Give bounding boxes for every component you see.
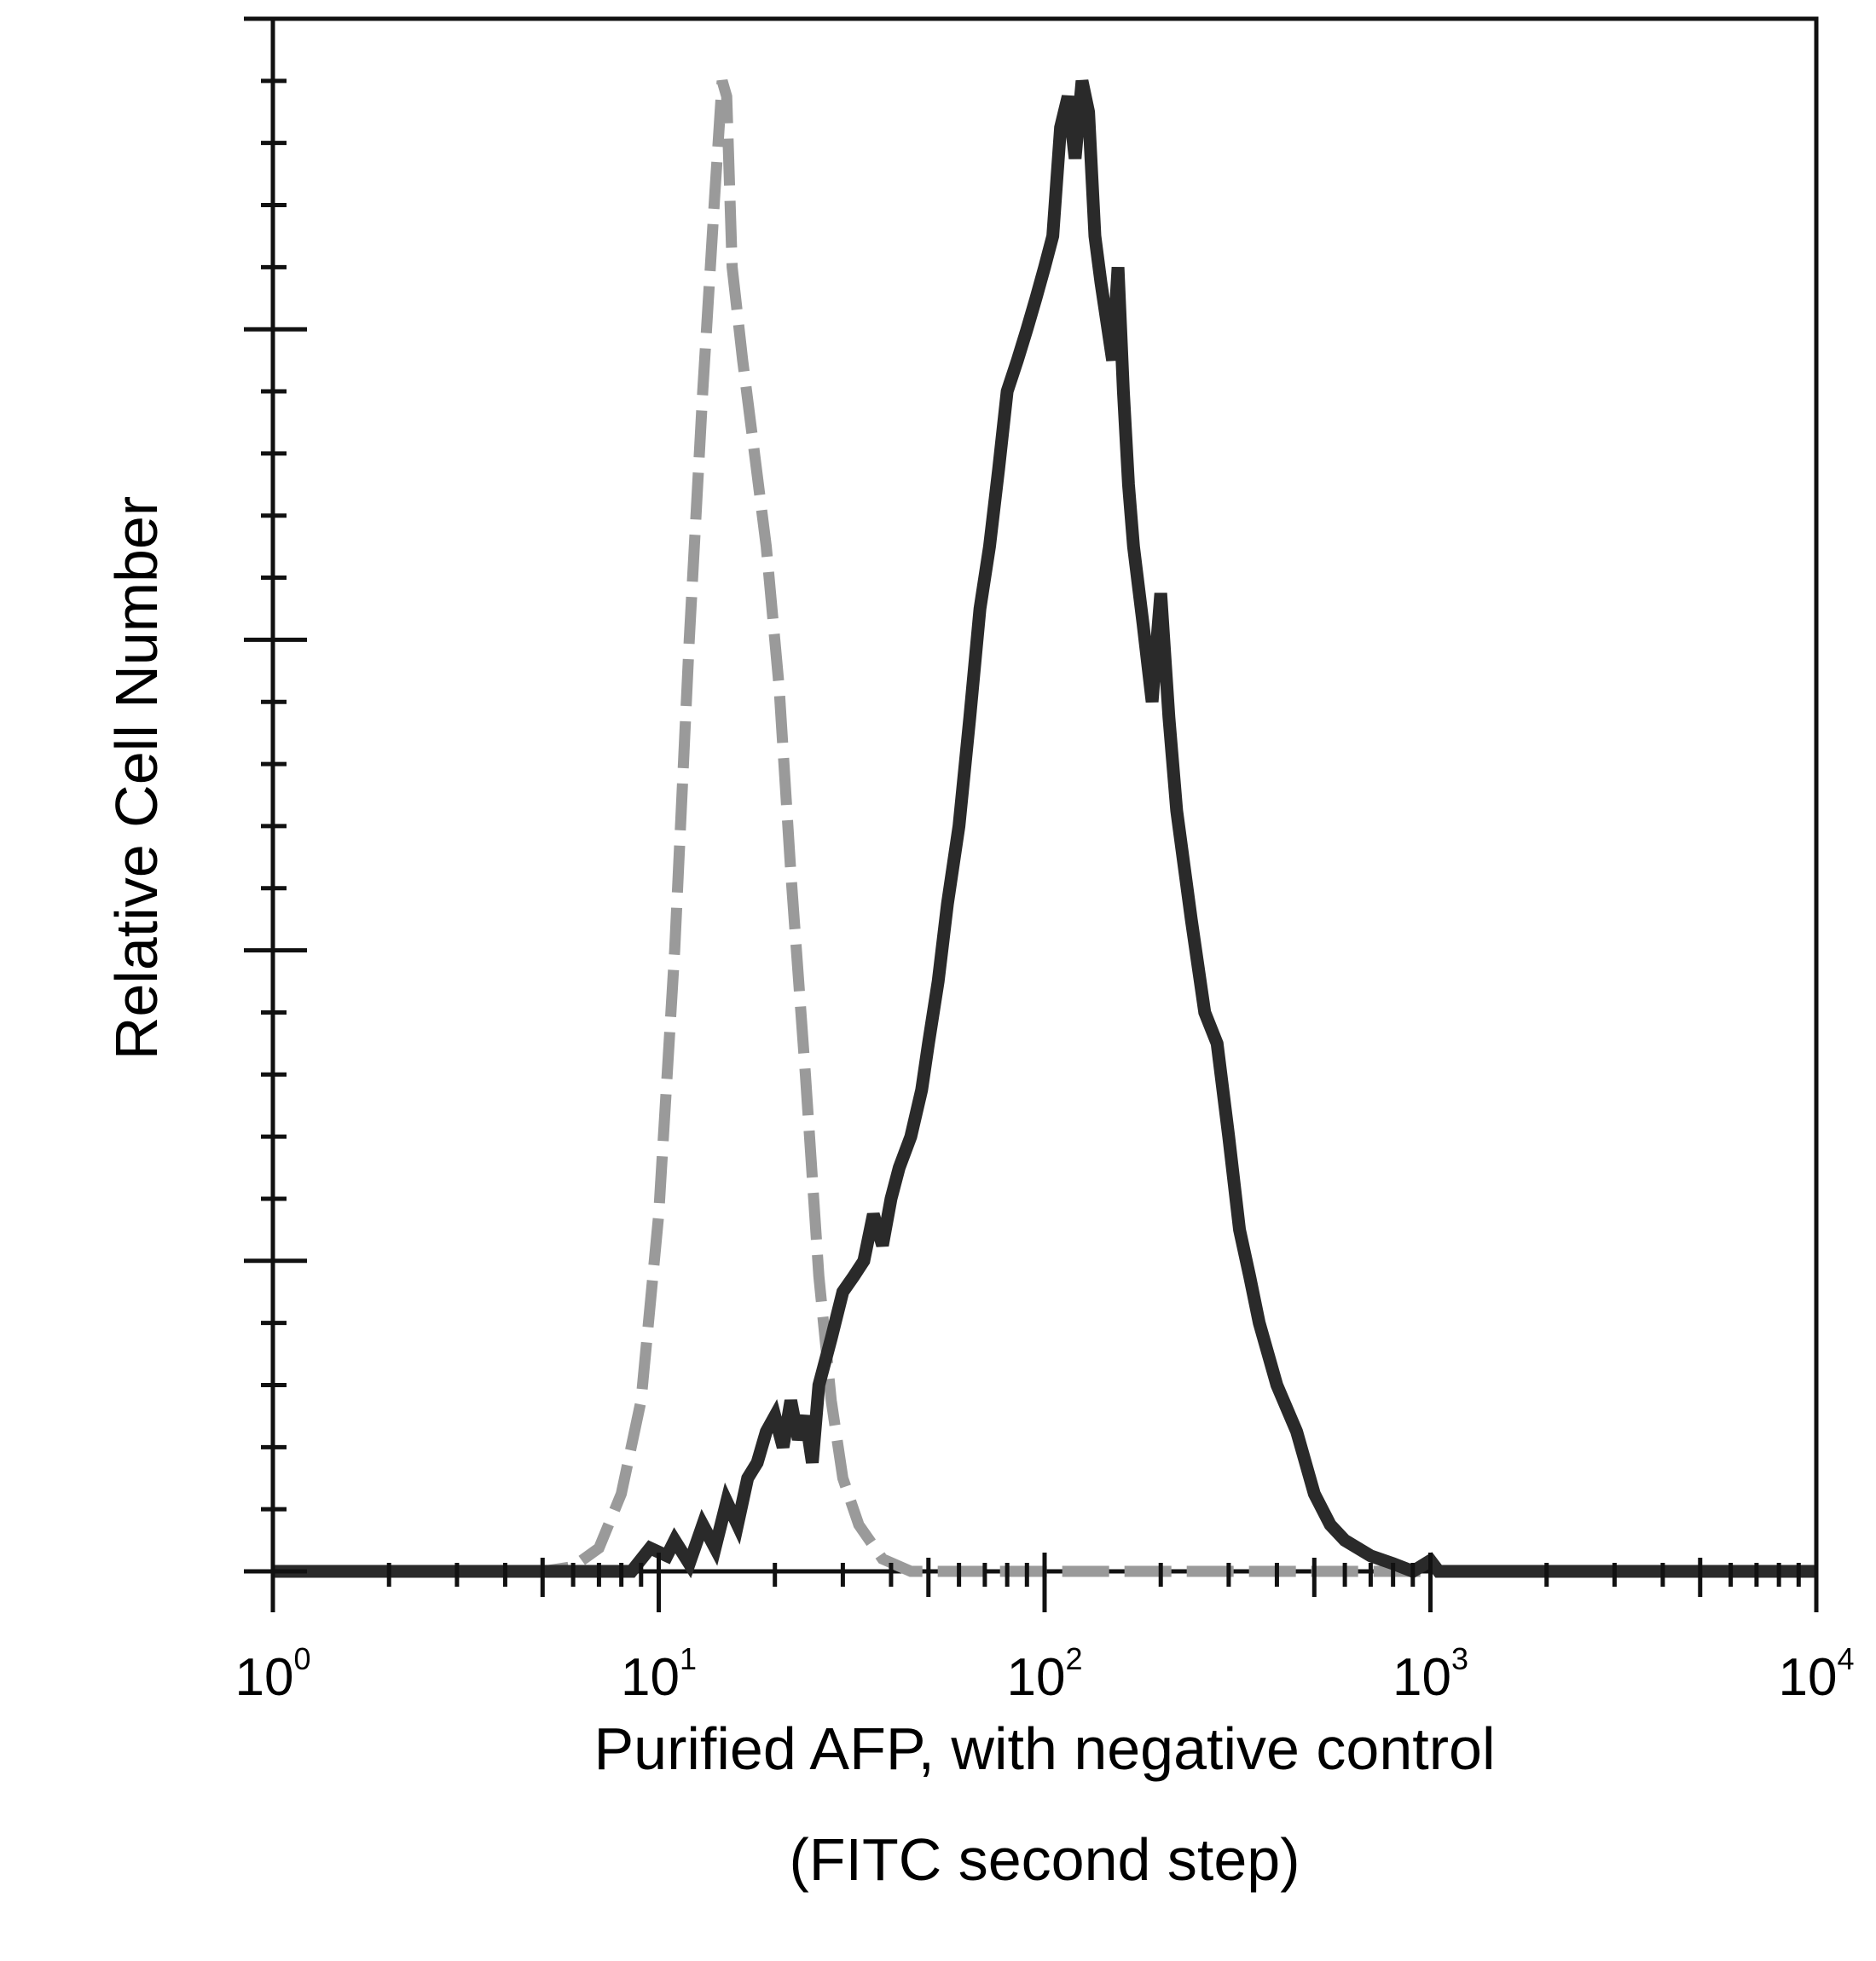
x-tick-label: 103 xyxy=(1393,1641,1468,1707)
y-axis-ticks xyxy=(244,16,307,1574)
x-tick-label: 102 xyxy=(1007,1641,1083,1707)
series-layer xyxy=(273,78,1816,1579)
x-axis-title-line1: Purified AFP, with negative control xyxy=(593,1715,1495,1782)
series-line-afp xyxy=(273,79,1816,1579)
x-tick-label: 101 xyxy=(621,1641,697,1707)
x-axis-ticks xyxy=(270,1553,1819,1612)
series-line-negative-control xyxy=(273,78,1816,1577)
plot-area: 100 101 102 103 104 xyxy=(235,16,1855,1707)
x-axis-tick-labels: 100 101 102 103 104 xyxy=(235,1641,1855,1707)
x-tick-label: 100 xyxy=(235,1641,311,1707)
y-axis-title: Relative Cell Number xyxy=(103,496,170,1060)
x-axis-title-line2: (FITC second step) xyxy=(789,1826,1300,1893)
x-tick-label: 104 xyxy=(1779,1641,1855,1707)
